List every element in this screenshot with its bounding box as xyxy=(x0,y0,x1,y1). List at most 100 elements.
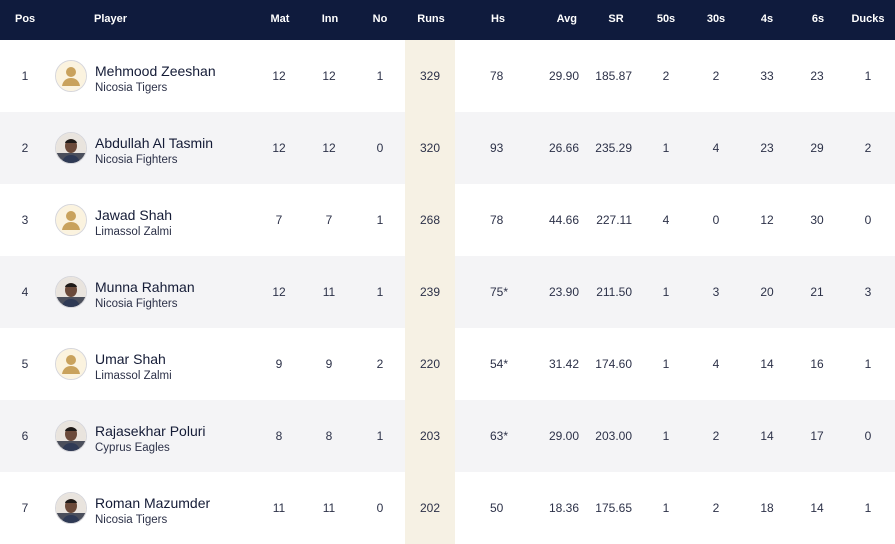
runs-cell-highlight xyxy=(405,40,455,112)
runs-cell-highlight xyxy=(405,472,455,544)
fifties-cell: 1 xyxy=(662,357,670,371)
runs-cell-highlight xyxy=(405,400,455,472)
pos-cell: 1 xyxy=(21,69,29,83)
fifties-cell: 2 xyxy=(662,69,670,83)
placeholder-avatar-icon xyxy=(56,349,86,379)
sr-cell: 227.11 xyxy=(596,213,632,227)
table-row[interactable]: 7 Roman Mazumder Nicosia Tigers 11 11 0 … xyxy=(0,472,895,544)
inn-cell: 11 xyxy=(322,501,336,515)
sixes-cell: 16 xyxy=(810,357,824,371)
avatar xyxy=(55,204,87,236)
table-header: Pos Player Mat Inn No Runs Hs Avg SR 50s… xyxy=(0,0,895,40)
sixes-cell: 21 xyxy=(810,285,824,299)
player-photo-icon xyxy=(56,421,86,451)
inn-cell: 8 xyxy=(325,429,333,443)
pos-cell: 7 xyxy=(21,501,29,515)
player-name[interactable]: Umar Shah xyxy=(95,351,166,367)
mat-cell: 12 xyxy=(272,69,286,83)
fifties-cell: 1 xyxy=(662,141,670,155)
hs-cell: 78 xyxy=(490,69,504,83)
player-name[interactable]: Mehmood Zeeshan xyxy=(95,63,216,79)
mat-cell: 8 xyxy=(275,429,283,443)
player-team: Limassol Zalmi xyxy=(95,226,172,238)
player-name[interactable]: Jawad Shah xyxy=(95,207,173,223)
ducks-cell: 2 xyxy=(864,141,872,155)
header-sr[interactable]: SR xyxy=(608,13,624,25)
pos-cell: 2 xyxy=(21,141,29,155)
table-row[interactable]: 2 Abdullah Al Tasmin Nicosia Fighters 1 2… xyxy=(0,112,895,184)
avg-cell: 23.90 xyxy=(548,285,579,299)
header-inn[interactable]: Inn xyxy=(321,13,339,25)
fours-cell: 12 xyxy=(760,213,774,227)
header-runs[interactable]: Runs xyxy=(417,13,445,25)
runs-cell: 203 xyxy=(419,429,441,443)
fours-cell: 20 xyxy=(760,285,774,299)
runs-cell-highlight xyxy=(405,112,455,184)
fours-cell: 23 xyxy=(760,141,774,155)
runs-cell-highlight xyxy=(405,184,455,256)
header-6s[interactable]: 6s xyxy=(811,13,825,25)
sr-cell: 235.29 xyxy=(595,141,632,155)
avg-cell: 29.00 xyxy=(548,429,579,443)
player-photo-icon xyxy=(56,277,86,307)
player-name[interactable]: Abdullah Al Tasmin xyxy=(95,135,214,151)
runs-cell-highlight xyxy=(405,328,455,400)
header-30s[interactable]: 30s xyxy=(706,13,726,25)
sr-cell: 174.60 xyxy=(595,357,632,371)
table-row[interactable]: 5 Umar Shah Limassol Zalmi 9 9 2 220 54*… xyxy=(0,328,895,400)
thirties-cell: 0 xyxy=(712,213,720,227)
sixes-cell: 30 xyxy=(810,213,824,227)
table-row[interactable]: 4 Munna Rahman Nicosia Fighters 12 11 1 … xyxy=(0,256,895,328)
table-row[interactable]: 3 Jawad Shah Limassol Zalmi 7 7 1 268 78… xyxy=(0,184,895,256)
no-cell: 2 xyxy=(376,357,384,371)
fifties-cell: 1 xyxy=(662,285,670,299)
mat-cell: 11 xyxy=(272,501,286,515)
avatar xyxy=(55,420,87,452)
ducks-cell: 1 xyxy=(864,501,872,515)
runs-cell-highlight xyxy=(405,256,455,328)
player-team: Nicosia Tigers xyxy=(95,514,168,526)
no-cell: 1 xyxy=(376,285,384,299)
player-team: Nicosia Fighters xyxy=(95,154,178,166)
sixes-cell: 14 xyxy=(810,501,824,515)
sixes-cell: 17 xyxy=(810,429,824,443)
hs-cell: 63* xyxy=(490,429,509,443)
runs-cell: 329 xyxy=(419,69,441,83)
sr-cell: 203.00 xyxy=(595,429,632,443)
header-hs[interactable]: Hs xyxy=(490,13,506,25)
avatar xyxy=(55,60,87,92)
sr-cell: 185.87 xyxy=(595,69,632,83)
ducks-cell: 1 xyxy=(864,357,872,371)
avg-cell: 18.36 xyxy=(548,501,579,515)
player-team: Limassol Zalmi xyxy=(95,370,172,382)
ducks-cell: 0 xyxy=(864,429,872,443)
header-no[interactable]: No xyxy=(372,13,388,25)
player-photo-icon xyxy=(56,133,86,163)
header-4s[interactable]: 4s xyxy=(760,13,774,25)
hs-cell: 78 xyxy=(490,213,504,227)
table-row[interactable]: 1 Mehmood Zeeshan Nicosia Tigers 12 12 1… xyxy=(0,40,895,112)
fifties-cell: 4 xyxy=(662,213,670,227)
header-avg[interactable]: Avg xyxy=(556,13,577,25)
player-name[interactable]: Munna Rahman xyxy=(95,279,195,295)
ducks-cell: 0 xyxy=(864,213,872,227)
avg-cell: 44.66 xyxy=(548,213,579,227)
player-name[interactable]: Rajasekhar Poluri xyxy=(95,423,206,439)
player-name[interactable]: Roman Mazumder xyxy=(95,495,211,511)
table-row[interactable]: 6 Rajasekhar Poluri Cyprus Eagles 8 8 1 … xyxy=(0,400,895,472)
header-mat[interactable]: Mat xyxy=(270,13,290,25)
hs-cell: 93 xyxy=(490,141,504,155)
header-50s[interactable]: 50s xyxy=(656,13,676,25)
player-photo-icon xyxy=(56,493,86,523)
header-pos[interactable]: Pos xyxy=(15,13,36,25)
fifties-cell: 1 xyxy=(662,429,670,443)
thirties-cell: 2 xyxy=(712,69,720,83)
header-ducks[interactable]: Ducks xyxy=(851,13,885,25)
mat-cell: 7 xyxy=(275,213,283,227)
runs-cell: 268 xyxy=(419,213,441,227)
no-cell: 1 xyxy=(376,69,384,83)
thirties-cell: 4 xyxy=(712,357,720,371)
fours-cell: 14 xyxy=(760,357,774,371)
header-player[interactable]: Player xyxy=(94,13,128,25)
placeholder-avatar-icon xyxy=(56,205,86,235)
